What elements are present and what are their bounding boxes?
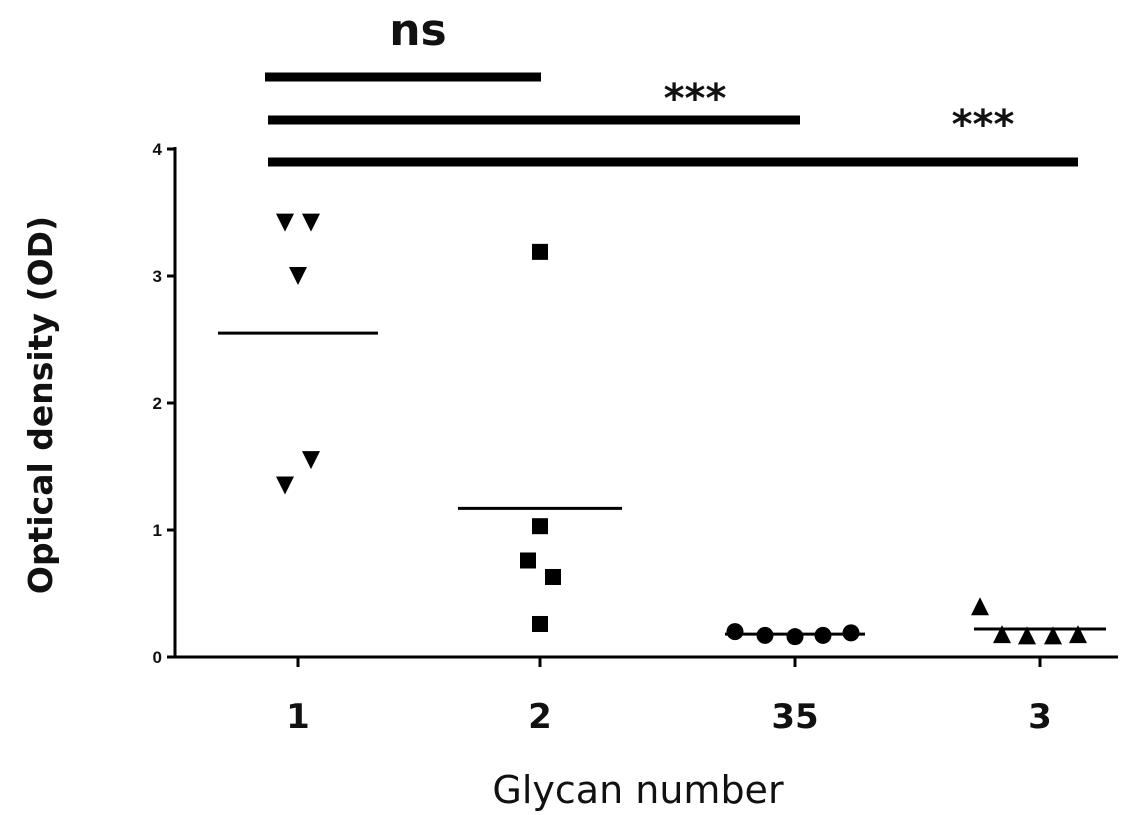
data-point-2-2: [532, 518, 548, 535]
data-point-2-1: [532, 243, 548, 260]
data-point-1-3: [289, 267, 307, 285]
data-point-1-2: [302, 213, 320, 232]
data-point-35-3: [786, 628, 804, 646]
data-point-3-4: [1044, 626, 1062, 645]
axes: 0 1 2 3 4 1 2 35 3: [153, 140, 1118, 737]
data-point-3-5: [1069, 625, 1087, 644]
y-axis-title: Optical density (OD): [21, 216, 60, 594]
data-point-35-4: [814, 626, 832, 644]
data-point-2-3: [520, 552, 536, 569]
data-point-2-4: [545, 568, 561, 585]
x-axis-title: Glycan number: [492, 768, 784, 812]
y-tick-label-1: 1: [153, 521, 162, 540]
y-tick-label-4: 4: [153, 140, 163, 159]
significance-label-1-vs-3: ***: [952, 102, 1015, 148]
data-point-35-5: [842, 624, 860, 642]
data-point-35-1: [726, 623, 744, 641]
data-point-3-1: [971, 597, 989, 616]
significance-label-1-vs-35: ***: [664, 76, 727, 122]
data-point-1-5: [276, 476, 294, 495]
y-tick-label-3: 3: [153, 267, 162, 286]
mean-lines: [218, 331, 1106, 636]
x-tick-label-35: 35: [771, 697, 818, 737]
significance-label-1-vs-2: ns: [389, 5, 447, 56]
x-tick-label-3: 3: [1028, 697, 1052, 737]
data-point-35-2: [756, 626, 774, 644]
y-tick-label-0: 0: [153, 648, 162, 667]
significance-annotations: ns *** ***: [265, 5, 1078, 167]
data-point-1-1: [276, 213, 294, 232]
x-tick-label-2: 2: [528, 697, 552, 737]
data-point-1-4: [302, 451, 320, 470]
data-point-2-5: [532, 615, 548, 632]
data-point-3-3: [1018, 626, 1036, 645]
data-points: [276, 213, 1087, 646]
x-tick-label-1: 1: [286, 697, 310, 737]
data-point-3-2: [993, 625, 1011, 644]
y-tick-label-2: 2: [153, 394, 162, 413]
